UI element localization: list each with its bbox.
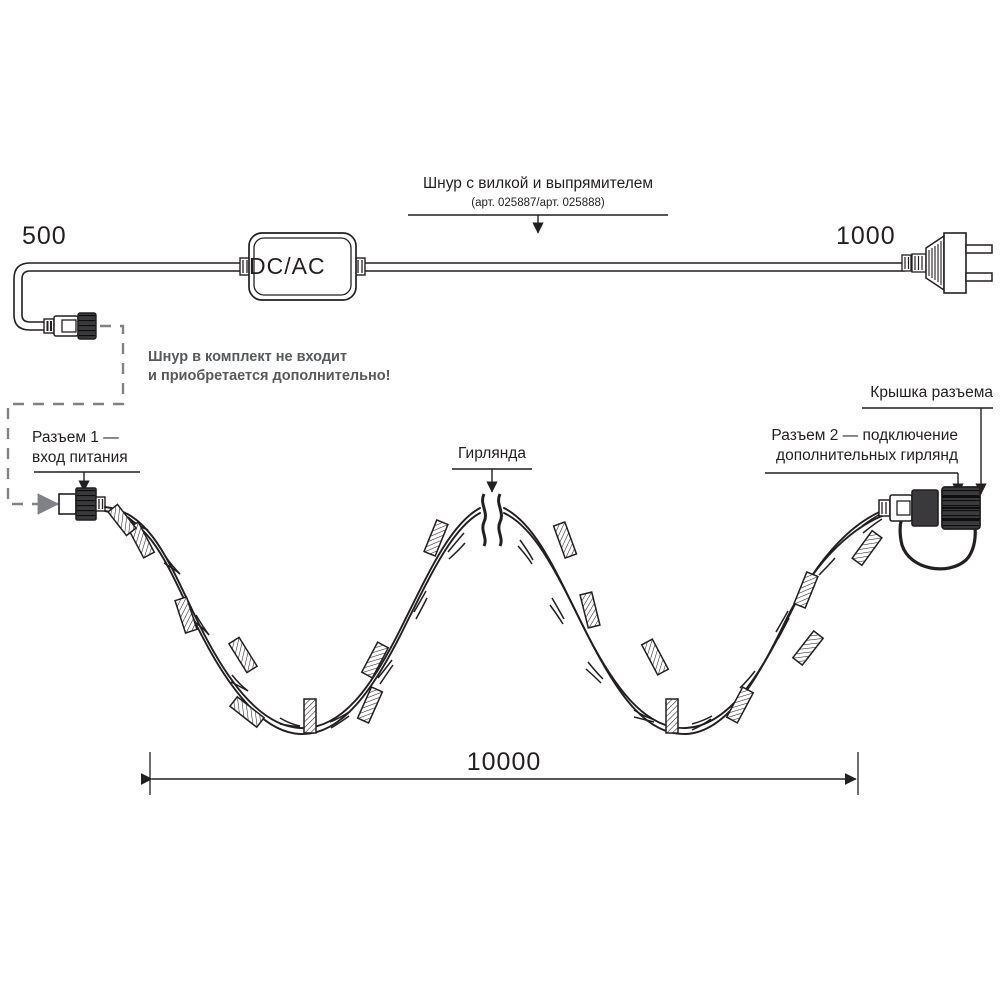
connector-female-icon	[58, 487, 106, 521]
led-bulb-icon	[791, 629, 825, 667]
led-bulb-icon	[303, 698, 317, 734]
led-bulb-icon	[725, 686, 755, 724]
adapter-label: DC/AC	[249, 253, 326, 279]
dashed-connection-path	[6, 324, 125, 506]
led-bulb-icon	[423, 519, 449, 557]
cap-label: Крышка разъема	[870, 384, 993, 401]
led-bulb-icon	[851, 529, 883, 567]
dcac-adapter-icon	[239, 232, 366, 301]
led-bulb-icon	[793, 571, 819, 609]
cord-1000-path	[365, 262, 905, 272]
led-bulbs	[106, 503, 883, 734]
connector2-label-line-1: Разъем 2 — подключение	[771, 427, 958, 444]
led-bulb-icon	[360, 641, 390, 679]
dimension-10000	[140, 752, 859, 795]
euro-plug-icon	[901, 232, 993, 294]
led-bulb-icon	[106, 503, 138, 537]
warning-line-1: Шнур в комплект не входит	[148, 349, 348, 365]
warning-line-2: и приобретается дополнительно!	[148, 368, 391, 384]
connector2-assembly	[878, 486, 981, 571]
cap-leader	[862, 407, 993, 495]
led-bulb-icon	[579, 591, 601, 629]
cord-article-label: (арт. 025887/арт. 025888)	[471, 197, 605, 209]
garland-leader	[452, 468, 532, 493]
led-bulb-icon	[228, 695, 266, 729]
garland-wire	[104, 503, 906, 735]
cord-title-leader	[408, 214, 668, 234]
connector-male-icon	[43, 312, 97, 340]
led-bulb-icon	[174, 596, 198, 634]
garland-label: Гирлянда	[458, 445, 526, 462]
led-bulb-icon	[640, 638, 670, 676]
cord-500-path	[13, 262, 250, 331]
connector1-label-line-2: вход питания	[32, 449, 128, 466]
connector1-label-line-1: Разъем 1 —	[32, 429, 119, 446]
connector-male-icon	[911, 489, 939, 527]
cord-title-label: Шнур с вилкой и выпрямителем	[422, 175, 654, 192]
dimension-label-10000: 10000	[466, 748, 542, 776]
dimension-label-500: 500	[22, 222, 67, 250]
led-bulb-icon	[665, 698, 679, 734]
break-symbol-icon	[481, 493, 503, 547]
led-bulb-icon	[356, 686, 384, 724]
led-bulb-icon	[227, 636, 259, 674]
connector2-label-line-2: дополнительных гирлянд	[776, 447, 958, 464]
dimension-label-1000: 1000	[836, 222, 896, 250]
garland-twists	[127, 512, 883, 731]
led-bulb-icon	[552, 521, 578, 559]
